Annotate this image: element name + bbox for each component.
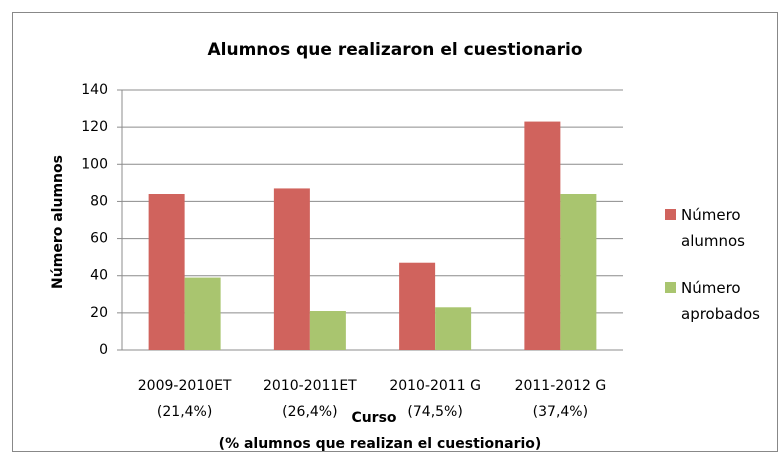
x-tick-label: 2009-2010ET (138, 378, 232, 394)
legend-item: Número aprobados (665, 275, 781, 327)
bar (273, 188, 310, 350)
y-tick-label: 40 (90, 268, 108, 284)
y-tick-label: 0 (99, 342, 108, 358)
bar (435, 307, 472, 350)
x-axis-label: Curso (351, 410, 396, 426)
legend-item: Número alumnos (665, 202, 781, 254)
legend-swatch (665, 209, 676, 220)
legend-swatch (665, 282, 676, 293)
bar (184, 277, 221, 350)
y-tick-label: 120 (81, 119, 108, 135)
bar (560, 194, 597, 350)
x-tick-label: (26,4%) (282, 404, 337, 420)
bar (309, 311, 346, 350)
x-axis-label: (% alumnos que realizan el cuestionario) (219, 436, 542, 452)
x-tick-label: (21,4%) (157, 404, 212, 420)
y-tick-label: 100 (81, 156, 108, 172)
x-tick-label: (74,5%) (407, 404, 462, 420)
y-tick-label: 20 (90, 305, 108, 321)
y-tick-label: 60 (90, 231, 108, 247)
x-tick-label: (37,4%) (533, 404, 588, 420)
y-axis-label: Número alumnos (50, 155, 66, 289)
chart-border (12, 12, 778, 452)
bar (399, 262, 436, 350)
y-tick-label: 140 (81, 82, 108, 98)
chart-title: Alumnos que realizaron el cuestionario (207, 40, 582, 60)
x-tick-label: 2010-2011ET (263, 378, 357, 394)
bar (148, 194, 185, 350)
legend-label: Número alumnos (681, 206, 745, 250)
y-tick-label: 80 (90, 193, 108, 209)
bar (524, 121, 561, 350)
x-tick-label: 2011-2012 G (515, 378, 607, 394)
x-tick-label: 2010-2011 G (389, 378, 481, 394)
legend-label: Número aprobados (681, 279, 760, 323)
